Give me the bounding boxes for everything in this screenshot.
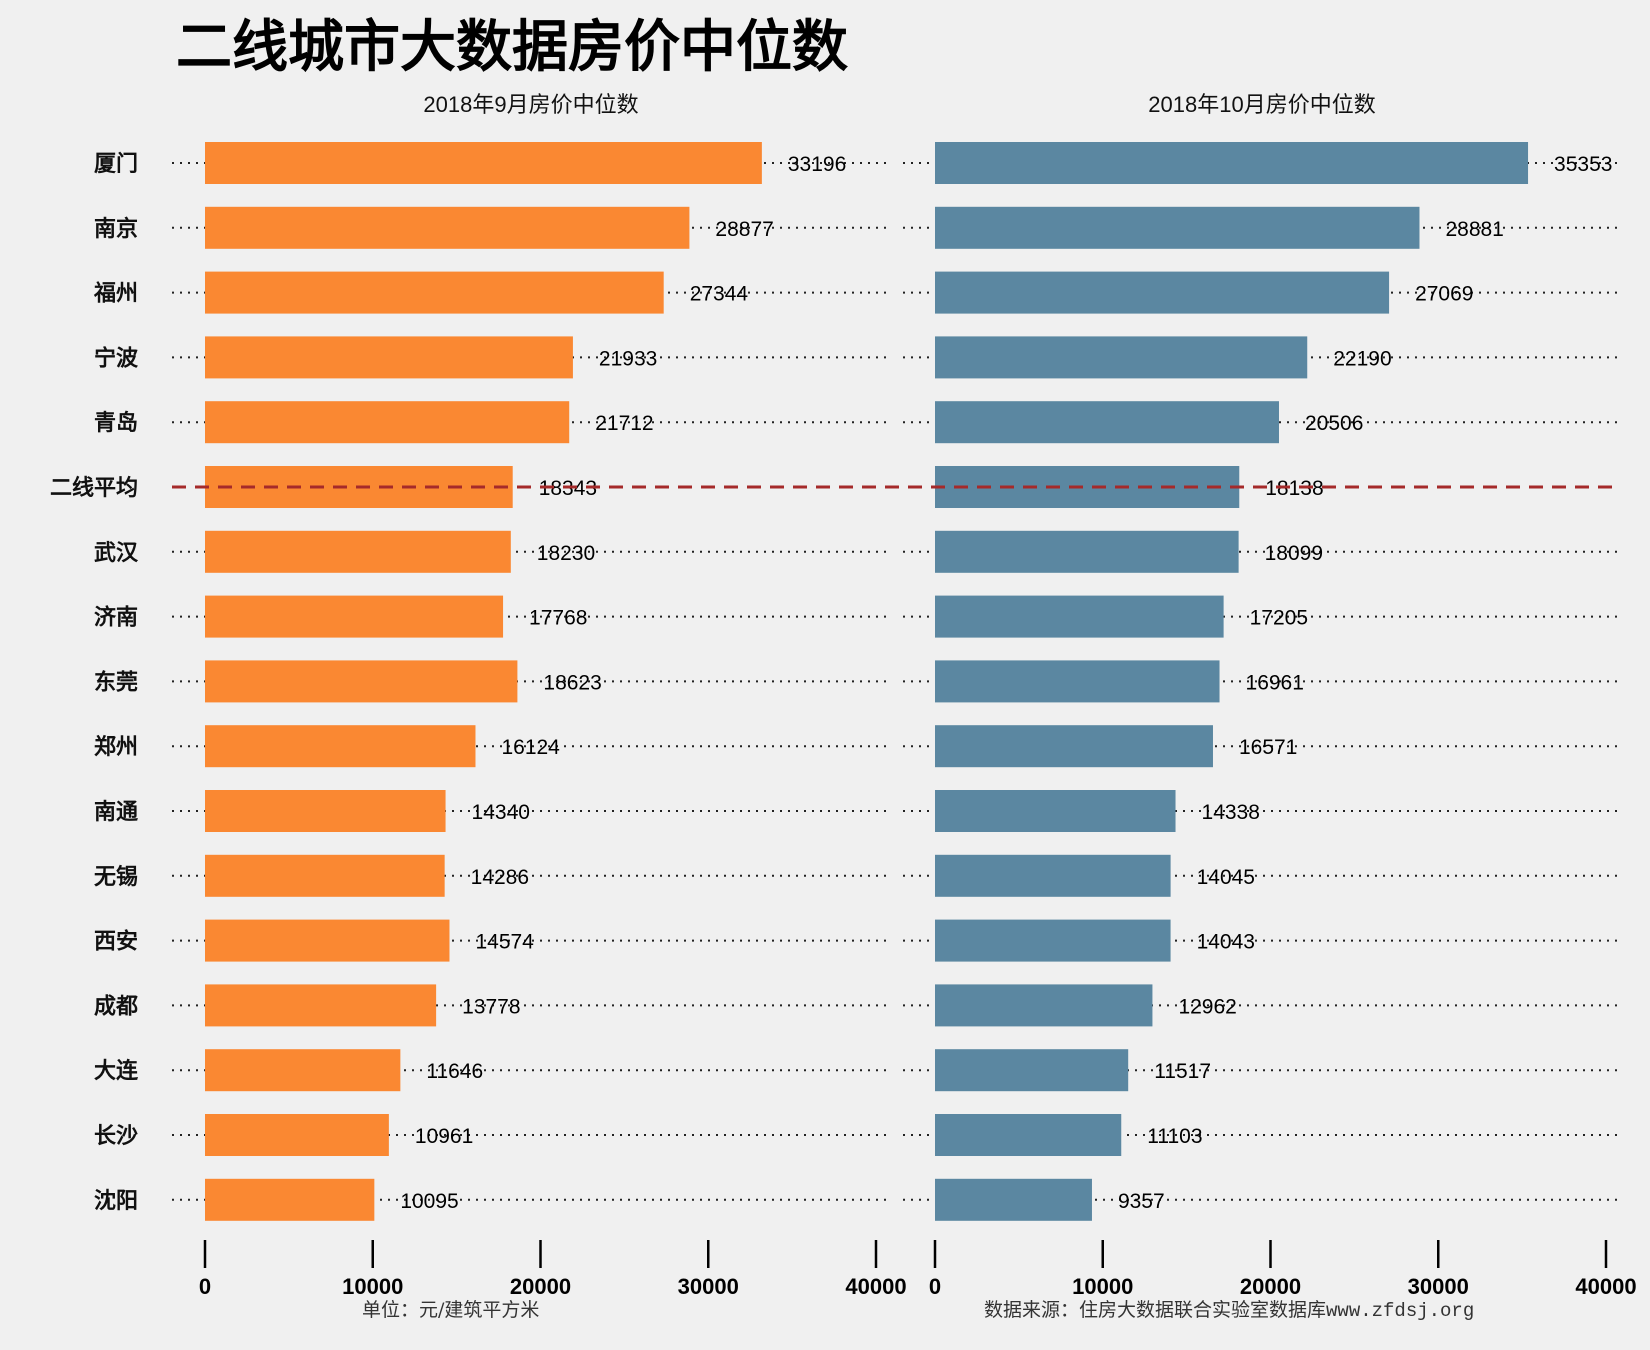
- tick-label: 30000: [678, 1274, 739, 1299]
- tick-label: 20000: [510, 1274, 571, 1299]
- value-label: 18138: [1265, 477, 1323, 500]
- tick-label: 10000: [342, 1274, 403, 1299]
- bar-福州: [205, 271, 664, 314]
- bar-沈阳: [205, 1178, 375, 1221]
- value-label: 12962: [1178, 995, 1236, 1018]
- value-label: 18623: [543, 671, 601, 694]
- category-label: 福州: [93, 281, 138, 307]
- value-label: 27344: [690, 283, 749, 306]
- value-label: 22190: [1333, 347, 1391, 370]
- tick-label: 0: [929, 1274, 941, 1299]
- bar-南通: [205, 790, 446, 832]
- bar-郑州: [935, 725, 1213, 768]
- value-label: 27069: [1415, 283, 1473, 306]
- bar-西安: [935, 919, 1171, 962]
- bar-成都: [935, 984, 1153, 1027]
- value-label: 11517: [1154, 1060, 1211, 1083]
- source-note: 数据来源：住房大数据联合实验室数据库www.zfdsj.org: [984, 1299, 1474, 1322]
- value-label: 13778: [462, 995, 520, 1018]
- value-label: 35353: [1554, 153, 1612, 176]
- bar-南京: [205, 206, 690, 249]
- value-label: 20506: [1305, 412, 1363, 435]
- value-label: 10095: [400, 1190, 458, 1213]
- value-label: 14043: [1197, 931, 1255, 954]
- tick-label: 40000: [845, 1274, 906, 1299]
- value-label: 17205: [1250, 607, 1308, 630]
- category-label: 济南: [94, 605, 138, 631]
- category-label: 无锡: [94, 864, 138, 890]
- bar-武汉: [205, 530, 511, 573]
- value-label: 11103: [1147, 1125, 1202, 1148]
- tick-label: 30000: [1408, 1274, 1469, 1299]
- value-label: 16124: [501, 736, 560, 759]
- category-label: 沈阳: [94, 1188, 138, 1214]
- category-label: 南通: [94, 799, 138, 825]
- category-label: 长沙: [94, 1123, 138, 1149]
- category-label: 南京: [94, 216, 138, 242]
- bar-济南: [205, 595, 504, 638]
- bar-厦门: [935, 142, 1529, 184]
- value-label: 16571: [1239, 736, 1297, 759]
- bar-大连: [935, 1049, 1129, 1092]
- value-label: 14574: [475, 931, 534, 954]
- bar-济南: [935, 595, 1224, 638]
- category-label: 西安: [94, 929, 138, 955]
- value-label: 14338: [1202, 801, 1260, 824]
- bar-东莞: [205, 660, 518, 703]
- value-label: 21712: [595, 412, 653, 435]
- bar-青岛: [935, 401, 1279, 444]
- bar-厦门: [205, 142, 762, 184]
- bar-东莞: [935, 660, 1220, 703]
- bar-无锡: [205, 854, 445, 897]
- category-label: 厦门: [94, 151, 138, 177]
- bar-武汉: [935, 530, 1239, 573]
- chart-title: 二线城市大数据房价中位数: [176, 14, 848, 80]
- category-label: 郑州: [94, 734, 138, 760]
- category-label: 成都: [94, 993, 138, 1019]
- category-label: 二线平均: [50, 475, 138, 501]
- value-label: 18230: [537, 542, 595, 565]
- tick-label: 0: [199, 1274, 211, 1299]
- category-label: 宁波: [94, 345, 139, 371]
- value-label: 28877: [715, 218, 773, 241]
- bar-大连: [205, 1049, 401, 1092]
- tick-label: 20000: [1240, 1274, 1301, 1299]
- value-label: 10961: [415, 1125, 473, 1148]
- right-panel-title: 2018年10月房价中位数: [1148, 92, 1375, 117]
- value-label: 14286: [471, 866, 529, 889]
- bar-宁波: [205, 336, 573, 379]
- value-label: 14340: [472, 801, 530, 824]
- value-label: 28881: [1445, 218, 1503, 241]
- value-label: 18099: [1265, 542, 1323, 565]
- bar-郑州: [205, 725, 476, 768]
- bar-成都: [205, 984, 437, 1027]
- value-label: 21933: [599, 347, 657, 370]
- tick-label: 40000: [1575, 1274, 1636, 1299]
- category-label: 青岛: [94, 410, 138, 436]
- value-label: 14045: [1197, 866, 1255, 889]
- bar-西安: [205, 919, 450, 962]
- bar-南通: [935, 790, 1176, 832]
- value-label: 11646: [426, 1060, 483, 1083]
- value-label: 17768: [529, 607, 587, 630]
- bar-长沙: [205, 1114, 389, 1156]
- left-panel-title: 2018年9月房价中位数: [423, 92, 638, 117]
- bar-青岛: [205, 401, 570, 444]
- bar-沈阳: [935, 1178, 1092, 1221]
- bar-宁波: [935, 336, 1308, 379]
- bar-长沙: [935, 1114, 1122, 1156]
- category-label: 东莞: [94, 669, 138, 695]
- value-label: 16961: [1246, 671, 1304, 694]
- value-label: 9357: [1118, 1190, 1165, 1213]
- category-label: 大连: [94, 1058, 139, 1084]
- bar-南京: [935, 206, 1420, 249]
- value-label: 33196: [788, 153, 846, 176]
- bar-福州: [935, 271, 1390, 314]
- tick-label: 10000: [1072, 1274, 1133, 1299]
- category-label: 武汉: [94, 540, 139, 566]
- bar-无锡: [935, 854, 1171, 897]
- unit-note: 单位：元/建筑平方米: [362, 1299, 539, 1321]
